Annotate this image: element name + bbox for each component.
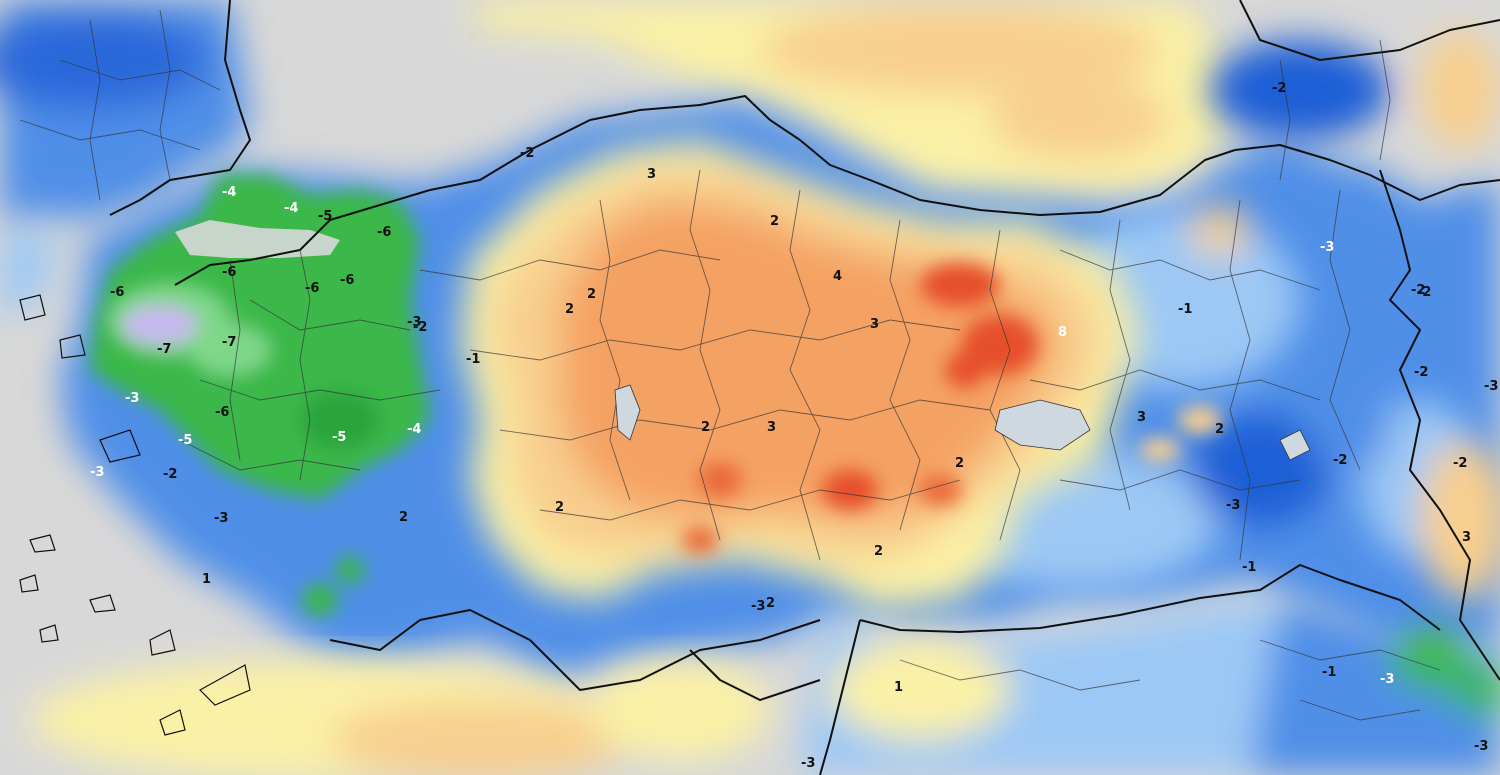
lakes (614, 384, 1311, 461)
anomaly-label: 3 (767, 420, 776, 435)
anomaly-label: -2 (1417, 285, 1431, 300)
anomaly-label: -2 (1414, 365, 1428, 380)
anomaly-label: 2 (770, 214, 779, 229)
south-coast (329, 609, 821, 691)
anomaly-label: -4 (284, 201, 298, 216)
anomaly-label: -3 (751, 599, 765, 614)
lake-van (994, 399, 1091, 451)
anomaly-label: -1 (1242, 560, 1256, 575)
anomaly-label: -7 (222, 335, 236, 350)
marmara-sea (175, 220, 340, 258)
anomaly-label: -6 (305, 281, 319, 296)
ne-border (1239, 0, 1500, 61)
anomaly-label: -6 (340, 273, 354, 288)
anomaly-label: -1 (1322, 665, 1336, 680)
anomaly-label: 2 (565, 302, 574, 317)
anomaly-label: 2 (587, 287, 596, 302)
anomaly-label: 3 (1462, 530, 1471, 545)
anomaly-label: -6 (215, 405, 229, 420)
anomaly-label: 8 (1058, 325, 1067, 340)
borders (109, 0, 1500, 775)
anomaly-label: -7 (157, 342, 171, 357)
province-lines (19, 9, 1441, 721)
anomaly-label: 2 (955, 456, 964, 471)
anomaly-label: 1 (894, 680, 903, 695)
anomaly-label: -2 (1453, 456, 1467, 471)
anomaly-label: -2 (520, 146, 534, 161)
anomaly-label: -6 (110, 285, 124, 300)
anomaly-label: -3 (1474, 739, 1488, 754)
anomaly-label: -4 (222, 185, 236, 200)
anomaly-label: -4 (407, 422, 421, 437)
anomaly-label: -3 (90, 465, 104, 480)
anomaly-label: -1 (1178, 302, 1192, 317)
anomaly-label: -6 (377, 225, 391, 240)
anomaly-label: 2 (399, 510, 408, 525)
anomaly-label: 2 (874, 544, 883, 559)
anatolia-coastline (174, 95, 1236, 286)
east-border-2 (1379, 169, 1500, 681)
northern-land (470, 0, 1230, 200)
anomaly-label: -2 (1272, 81, 1286, 96)
anomaly-label: -5 (178, 433, 192, 448)
anomaly-label: -3 (214, 511, 228, 526)
anomaly-label: -3 (801, 756, 815, 771)
central-hot-spots (682, 263, 1222, 554)
anomaly-value-labels: -4 -4 -5 -6 -6 -6 -6 -6 -7 -7 -3 -2 -3 -… (90, 81, 1498, 771)
anomaly-label: -6 (222, 265, 236, 280)
anomaly-label: -3 (1226, 498, 1240, 513)
anomaly-label: -2 (413, 320, 427, 335)
anomaly-label: -5 (332, 430, 346, 445)
anomaly-label: -2 (1411, 283, 1425, 298)
western-cold-region (90, 175, 430, 616)
anomaly-label: 2 (766, 596, 775, 611)
thrace-border (109, 0, 251, 216)
anomaly-label: 2 (1215, 422, 1224, 437)
anomaly-label: -3 (125, 391, 139, 406)
anomaly-label: -5 (318, 209, 332, 224)
anomaly-label: 3 (647, 167, 656, 182)
anomaly-label: -3 (1484, 379, 1498, 394)
east-border (1234, 144, 1500, 201)
south-border (859, 564, 1441, 633)
southern-land (800, 600, 1500, 775)
anomaly-label: -3 (1320, 240, 1334, 255)
cyprus-coast (689, 649, 821, 701)
aegean-islands (19, 294, 251, 736)
anomaly-label: -3 (407, 315, 421, 330)
anomaly-label: 2 (555, 500, 564, 515)
south-sea-warm (30, 660, 770, 775)
anomaly-label: -2 (163, 467, 177, 482)
syria-border (819, 619, 861, 775)
anomaly-label: 4 (833, 269, 842, 284)
anomaly-label: 3 (870, 317, 879, 332)
lake-tuz (614, 384, 641, 441)
anomaly-label: 1 (202, 572, 211, 587)
anomaly-label: -1 (466, 352, 480, 367)
anomaly-label: 2 (701, 420, 710, 435)
anomaly-label: -2 (1333, 453, 1347, 468)
anomaly-label: 3 (1137, 410, 1146, 425)
anomaly-label: -3 (1380, 672, 1394, 687)
lake-east (1279, 429, 1311, 461)
balkans-land (0, 0, 250, 320)
